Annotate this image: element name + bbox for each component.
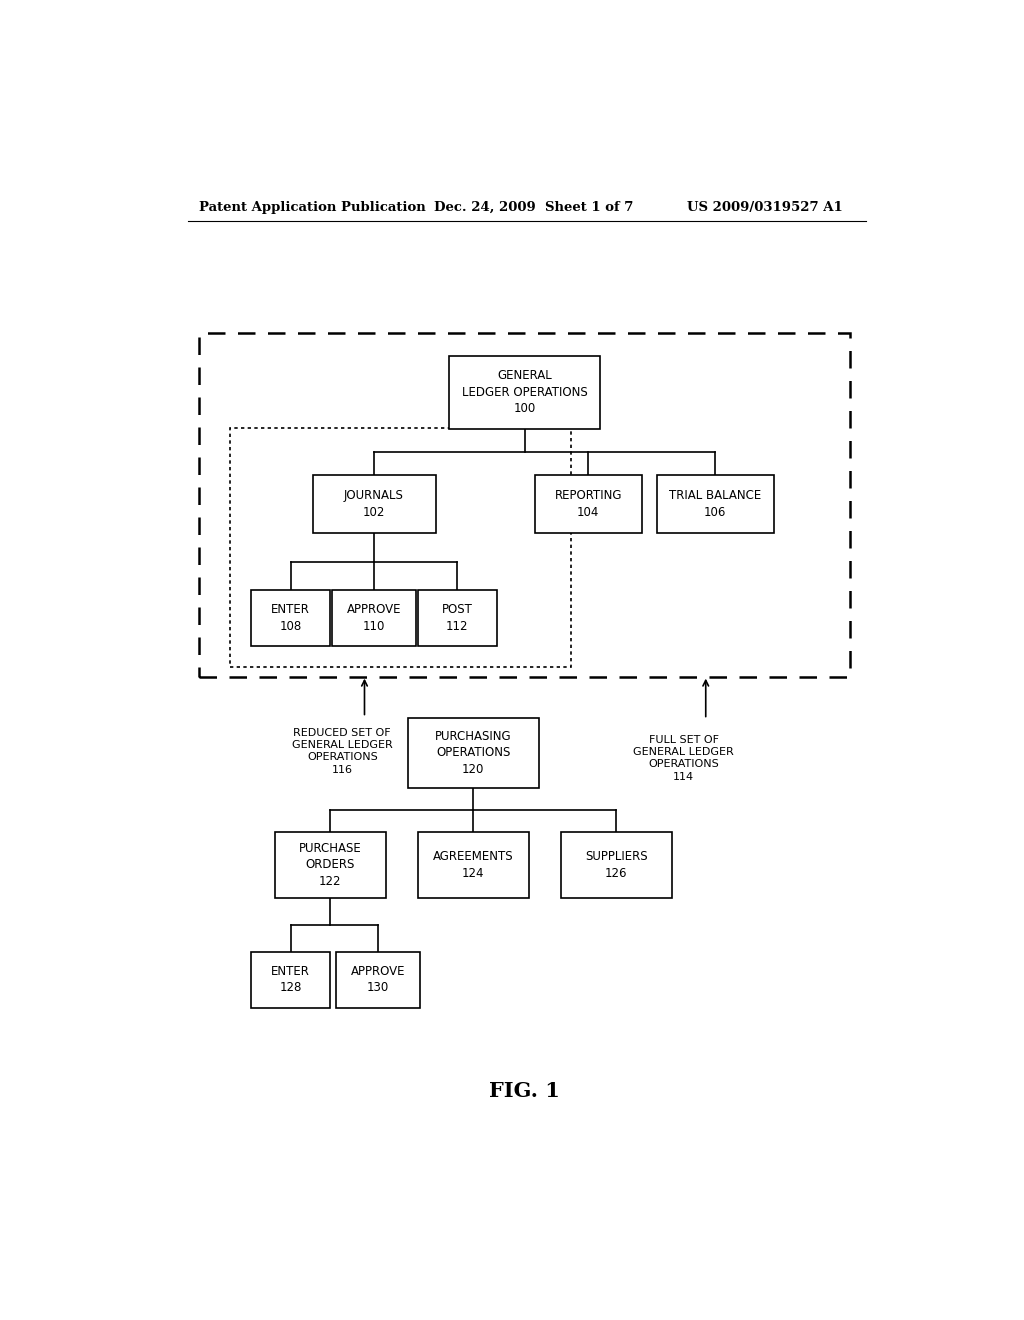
Text: JOURNALS
102: JOURNALS 102 <box>344 490 403 519</box>
Bar <box>656 474 774 533</box>
Bar <box>418 590 497 645</box>
Text: PURCHASE
ORDERS
122: PURCHASE ORDERS 122 <box>299 842 361 888</box>
Text: POST
112: POST 112 <box>442 603 473 632</box>
Bar <box>229 428 570 667</box>
Text: ENTER
108: ENTER 108 <box>271 603 310 632</box>
Bar <box>560 832 672 898</box>
Text: FULL SET OF
GENERAL LEDGER
OPERATIONS
114: FULL SET OF GENERAL LEDGER OPERATIONS 11… <box>633 735 734 781</box>
Text: APPROVE
110: APPROVE 110 <box>347 603 401 632</box>
Bar <box>200 333 850 677</box>
Text: TRIAL BALANCE
106: TRIAL BALANCE 106 <box>669 490 762 519</box>
Text: Patent Application Publication: Patent Application Publication <box>200 201 426 214</box>
Bar <box>336 952 420 1007</box>
Bar <box>333 590 416 645</box>
Bar <box>450 355 600 429</box>
Text: SUPPLIERS
126: SUPPLIERS 126 <box>585 850 647 879</box>
Text: ENTER
128: ENTER 128 <box>271 965 310 994</box>
Bar <box>535 474 642 533</box>
Bar <box>418 832 528 898</box>
Text: GENERAL
LEDGER OPERATIONS
100: GENERAL LEDGER OPERATIONS 100 <box>462 370 588 416</box>
Bar <box>312 474 435 533</box>
Bar <box>251 952 331 1007</box>
Text: FIG. 1: FIG. 1 <box>489 1081 560 1101</box>
Text: APPROVE
130: APPROVE 130 <box>351 965 406 994</box>
Text: REDUCED SET OF
GENERAL LEDGER
OPERATIONS
116: REDUCED SET OF GENERAL LEDGER OPERATIONS… <box>292 727 392 775</box>
Text: US 2009/0319527 A1: US 2009/0319527 A1 <box>687 201 843 214</box>
Bar <box>408 718 539 788</box>
Text: AGREEMENTS
124: AGREEMENTS 124 <box>433 850 513 879</box>
Text: PURCHASING
OPERATIONS
120: PURCHASING OPERATIONS 120 <box>435 730 512 776</box>
Text: REPORTING
104: REPORTING 104 <box>555 490 622 519</box>
Bar <box>274 832 386 898</box>
Text: Dec. 24, 2009  Sheet 1 of 7: Dec. 24, 2009 Sheet 1 of 7 <box>433 201 633 214</box>
Bar <box>251 590 331 645</box>
